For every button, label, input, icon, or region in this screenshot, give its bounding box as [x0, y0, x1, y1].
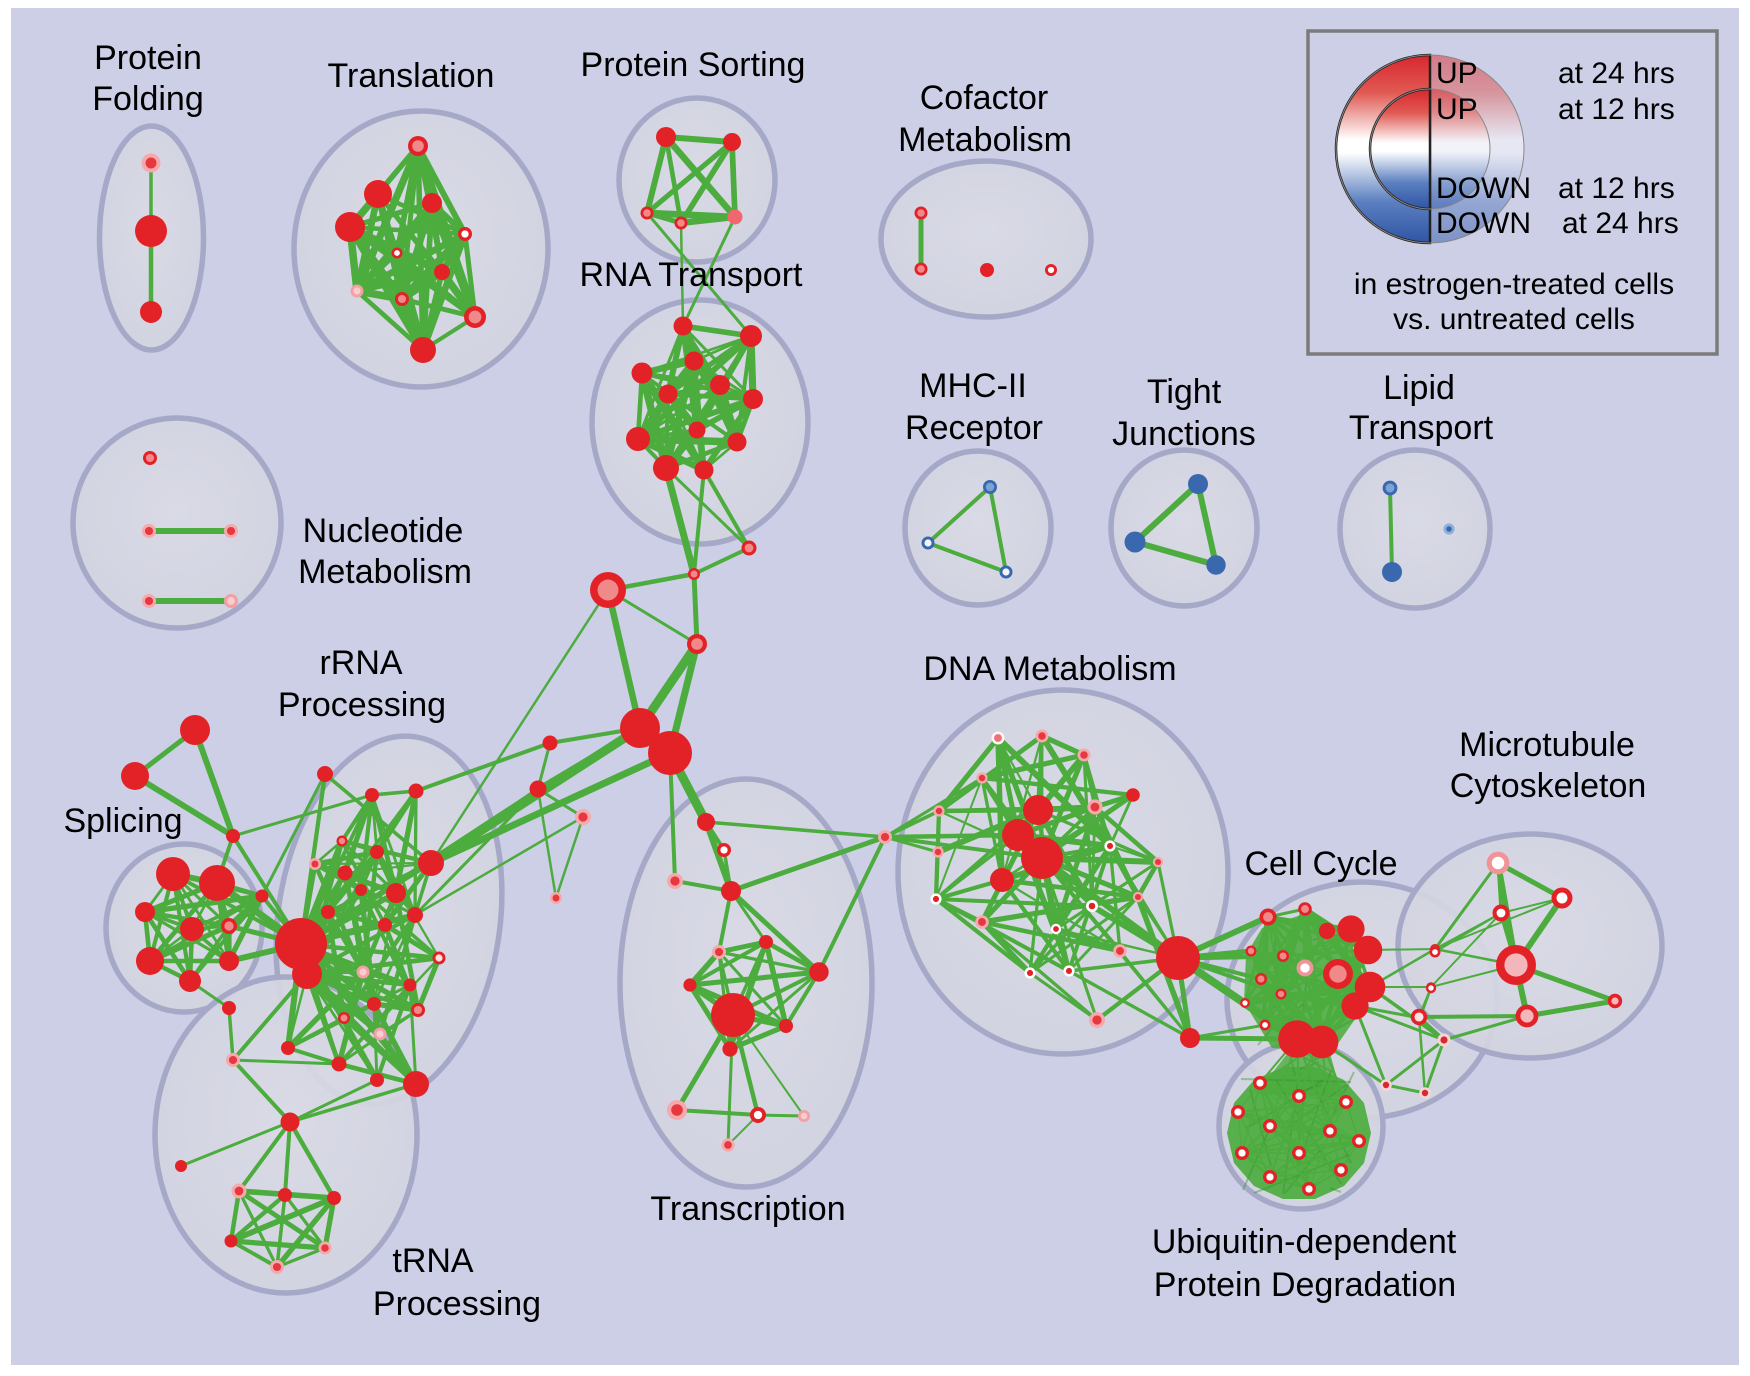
svg-text:Transcription: Transcription: [650, 1190, 845, 1228]
svg-text:at 12 hrs: at 12 hrs: [1558, 172, 1675, 205]
svg-text:Receptor: Receptor: [905, 409, 1043, 447]
svg-text:Metabolism: Metabolism: [898, 121, 1072, 159]
svg-text:Processing: Processing: [373, 1285, 541, 1323]
svg-text:Cell Cycle: Cell Cycle: [1244, 845, 1397, 883]
svg-text:tRNA: tRNA: [392, 1242, 474, 1280]
svg-text:Protein Degradation: Protein Degradation: [1154, 1266, 1456, 1304]
svg-text:Metabolism: Metabolism: [298, 553, 472, 591]
svg-text:at 24 hrs: at 24 hrs: [1562, 207, 1679, 240]
svg-text:Protein Sorting: Protein Sorting: [581, 46, 806, 84]
svg-text:RNA Transport: RNA Transport: [580, 256, 804, 294]
svg-text:Transport: Transport: [1349, 409, 1494, 447]
svg-text:Translation: Translation: [328, 57, 495, 95]
svg-text:at 12 hrs: at 12 hrs: [1558, 93, 1675, 126]
svg-text:UP: UP: [1436, 93, 1478, 126]
svg-text:Cytoskeleton: Cytoskeleton: [1450, 767, 1647, 805]
svg-text:at 24 hrs: at 24 hrs: [1558, 57, 1675, 90]
svg-text:DOWN: DOWN: [1436, 172, 1531, 205]
svg-text:Tight: Tight: [1147, 373, 1222, 411]
svg-text:UP: UP: [1436, 57, 1478, 90]
svg-text:Microtubule: Microtubule: [1459, 726, 1635, 764]
svg-text:DOWN: DOWN: [1436, 207, 1531, 240]
svg-text:rRNA: rRNA: [319, 644, 402, 682]
svg-text:MHC-II: MHC-II: [919, 367, 1027, 405]
svg-text:Ubiquitin-dependent: Ubiquitin-dependent: [1152, 1223, 1457, 1261]
svg-text:Protein: Protein: [94, 39, 202, 77]
svg-text:DNA Metabolism: DNA Metabolism: [923, 650, 1176, 688]
svg-text:Nucleotide: Nucleotide: [303, 512, 464, 550]
svg-text:Cofactor: Cofactor: [920, 79, 1049, 117]
svg-text:in estrogen-treated cells: in estrogen-treated cells: [1354, 268, 1674, 301]
svg-text:vs. untreated cells: vs. untreated cells: [1393, 303, 1635, 336]
svg-text:Lipid: Lipid: [1383, 369, 1455, 407]
svg-text:Processing: Processing: [278, 686, 446, 724]
svg-text:Folding: Folding: [92, 80, 204, 118]
svg-text:Splicing: Splicing: [63, 802, 182, 840]
svg-text:Junctions: Junctions: [1112, 415, 1256, 453]
